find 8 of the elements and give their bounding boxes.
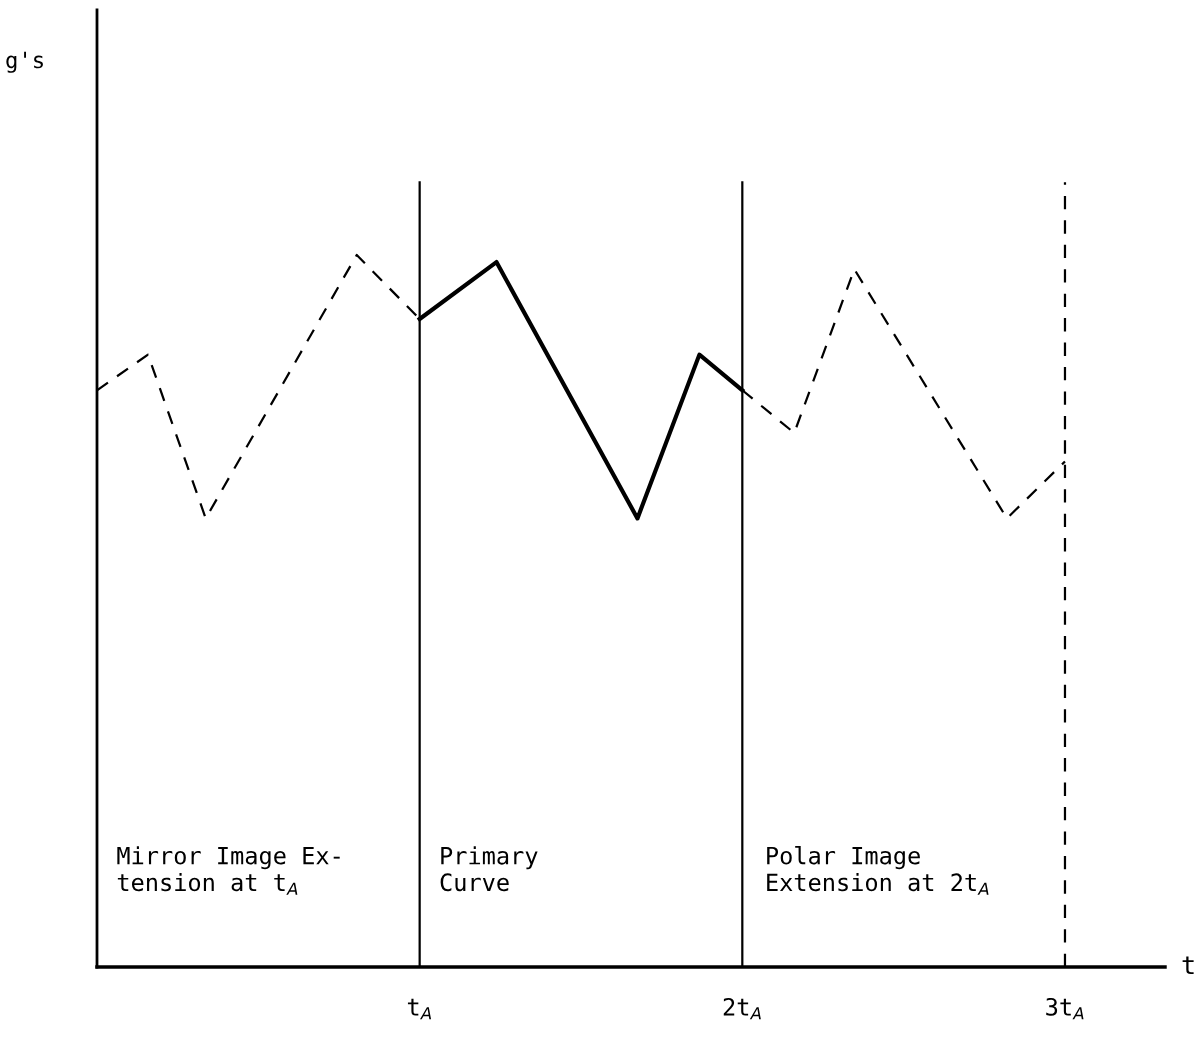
annotation: Mirror Image Ex- tension at t$_{A}$ [117,846,340,895]
x-tick-label: 2t$_{A}$ [723,997,761,1020]
annotation: Polar Image Extension at 2t$_{A}$ [767,846,989,895]
x-axis-title: t [1182,956,1194,974]
text: g's [6,51,43,73]
annotation: Primary Curve [440,846,538,892]
x-tick-label: 3t$_{A}$ [1046,997,1084,1020]
x-tick-label: t$_{A}$ [407,998,432,1020]
